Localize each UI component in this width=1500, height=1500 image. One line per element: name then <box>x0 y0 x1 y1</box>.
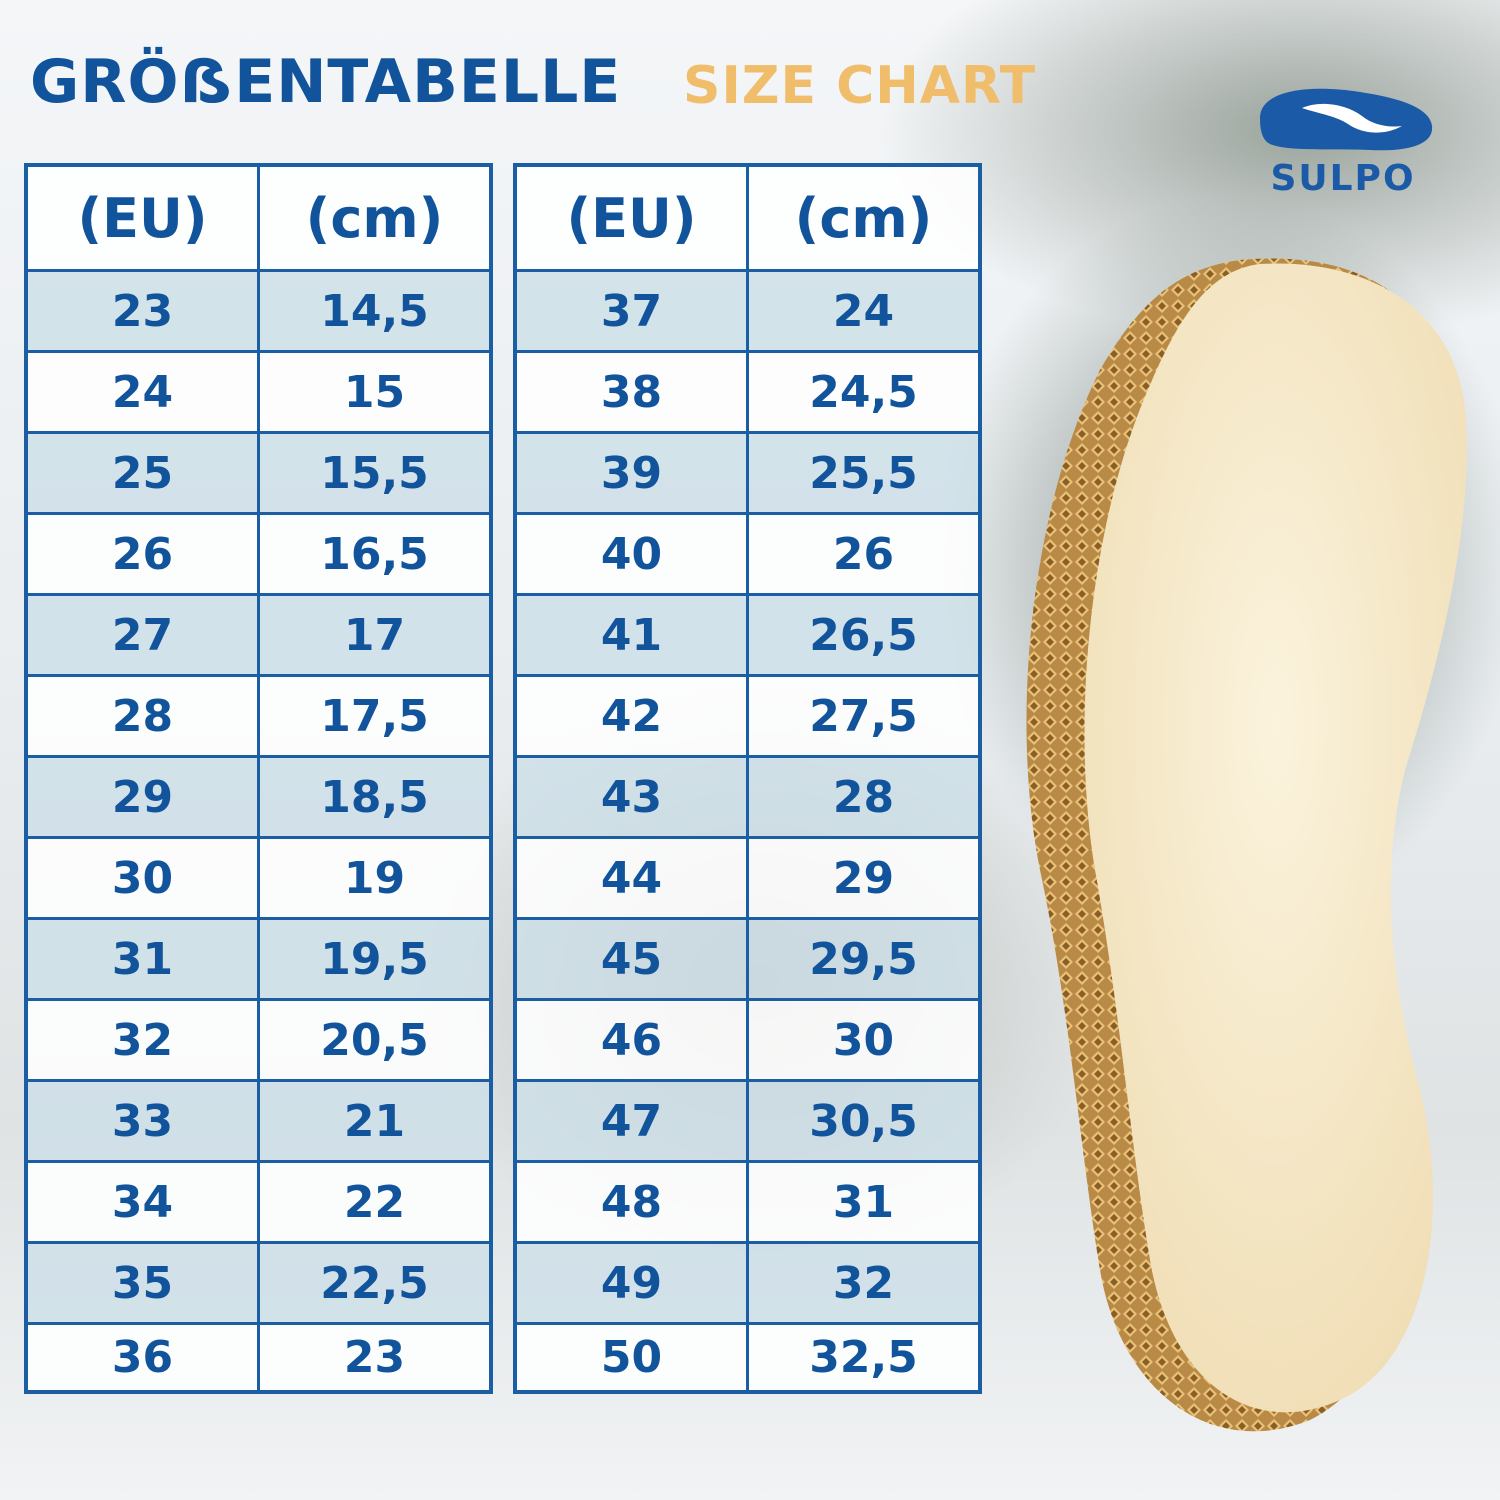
table-row: 47 30,5 <box>513 1079 982 1163</box>
table-row: 45 29,5 <box>513 917 982 1001</box>
table-row: 38 24,5 <box>513 350 982 434</box>
cm-length-cell: 25,5 <box>746 431 982 515</box>
cm-length-cell: 24,5 <box>746 350 982 434</box>
cm-length-cell: 26 <box>746 512 982 596</box>
eu-size-cell: 28 <box>24 674 260 758</box>
table-row: 25 15,5 <box>24 431 493 515</box>
eu-size-cell: 40 <box>513 512 749 596</box>
eu-size-cell: 36 <box>24 1322 260 1394</box>
eu-size-cell: 45 <box>513 917 749 1001</box>
wool-insole-image <box>1026 258 1467 1432</box>
title-english: SIZE CHART <box>683 56 1037 116</box>
table-row: 32 20,5 <box>24 998 493 1082</box>
table-row: 26 16,5 <box>24 512 493 596</box>
sulpo-logo-icon <box>1260 88 1433 151</box>
cm-length-cell: 23 <box>257 1322 493 1394</box>
header-eu: (EU) <box>24 163 260 272</box>
eu-size-cell: 30 <box>24 836 260 920</box>
cm-length-cell: 17,5 <box>257 674 493 758</box>
table-row: 28 17,5 <box>24 674 493 758</box>
size-table-left: (EU) (cm) 23 14,5 24 15 25 15,5 26 16,5 27 17 28 17… <box>24 163 493 1394</box>
eu-size-cell: 25 <box>24 431 260 515</box>
table-row: 46 30 <box>513 998 982 1082</box>
eu-size-cell: 27 <box>24 593 260 677</box>
eu-size-cell: 44 <box>513 836 749 920</box>
cm-length-cell: 27,5 <box>746 674 982 758</box>
table-row: 43 28 <box>513 755 982 839</box>
size-table-right: (EU) (cm) 37 24 38 24,5 39 25,5 40 26 41 26,5 42 27… <box>513 163 982 1394</box>
eu-size-cell: 32 <box>24 998 260 1082</box>
table-row: 24 15 <box>24 350 493 434</box>
cm-length-cell: 15 <box>257 350 493 434</box>
table-row: 39 25,5 <box>513 431 982 515</box>
table-row: 36 23 <box>24 1322 493 1394</box>
eu-size-cell: 29 <box>24 755 260 839</box>
table-row: 44 29 <box>513 836 982 920</box>
eu-size-cell: 47 <box>513 1079 749 1163</box>
eu-size-cell: 46 <box>513 998 749 1082</box>
eu-size-cell: 35 <box>24 1241 260 1325</box>
cm-length-cell: 32 <box>746 1241 982 1325</box>
header-eu: (EU) <box>513 163 749 272</box>
table-row: 33 21 <box>24 1079 493 1163</box>
eu-size-cell: 38 <box>513 350 749 434</box>
cm-length-cell: 19 <box>257 836 493 920</box>
cm-length-cell: 16,5 <box>257 512 493 596</box>
brand-name: SULPO <box>1270 158 1416 199</box>
table-row: 23 14,5 <box>24 269 493 353</box>
table-row: 42 27,5 <box>513 674 982 758</box>
header-cm: (cm) <box>257 163 493 272</box>
table-row: 29 18,5 <box>24 755 493 839</box>
eu-size-cell: 34 <box>24 1160 260 1244</box>
cm-length-cell: 21 <box>257 1079 493 1163</box>
cm-length-cell: 15,5 <box>257 431 493 515</box>
cm-length-cell: 18,5 <box>257 755 493 839</box>
title-german: GRÖẞENTABELLE <box>30 47 622 117</box>
table-row: 49 32 <box>513 1241 982 1325</box>
cm-length-cell: 22 <box>257 1160 493 1244</box>
eu-size-cell: 49 <box>513 1241 749 1325</box>
cm-length-cell: 17 <box>257 593 493 677</box>
cm-length-cell: 26,5 <box>746 593 982 677</box>
eu-size-cell: 23 <box>24 269 260 353</box>
cm-length-cell: 19,5 <box>257 917 493 1001</box>
table-row: 30 19 <box>24 836 493 920</box>
eu-size-cell: 41 <box>513 593 749 677</box>
eu-size-cell: 50 <box>513 1322 749 1394</box>
table-row: 31 19,5 <box>24 917 493 1001</box>
cm-length-cell: 28 <box>746 755 982 839</box>
cm-length-cell: 22,5 <box>257 1241 493 1325</box>
eu-size-cell: 26 <box>24 512 260 596</box>
cm-length-cell: 32,5 <box>746 1322 982 1394</box>
eu-size-cell: 42 <box>513 674 749 758</box>
cm-length-cell: 20,5 <box>257 998 493 1082</box>
eu-size-cell: 24 <box>24 350 260 434</box>
table-row: 48 31 <box>513 1160 982 1244</box>
eu-size-cell: 33 <box>24 1079 260 1163</box>
cm-length-cell: 14,5 <box>257 269 493 353</box>
eu-size-cell: 43 <box>513 755 749 839</box>
cm-length-cell: 29,5 <box>746 917 982 1001</box>
cm-length-cell: 24 <box>746 269 982 353</box>
table-row: 35 22,5 <box>24 1241 493 1325</box>
eu-size-cell: 48 <box>513 1160 749 1244</box>
eu-size-cell: 31 <box>24 917 260 1001</box>
cm-length-cell: 30,5 <box>746 1079 982 1163</box>
table-row: 34 22 <box>24 1160 493 1244</box>
table-row: 37 24 <box>513 269 982 353</box>
header-cm: (cm) <box>746 163 982 272</box>
eu-size-cell: 37 <box>513 269 749 353</box>
cm-length-cell: 30 <box>746 998 982 1082</box>
cm-length-cell: 31 <box>746 1160 982 1244</box>
cm-length-cell: 29 <box>746 836 982 920</box>
table-row: 41 26,5 <box>513 593 982 677</box>
eu-size-cell: 39 <box>513 431 749 515</box>
table-row: 40 26 <box>513 512 982 596</box>
table-row: 27 17 <box>24 593 493 677</box>
table-row: 50 32,5 <box>513 1322 982 1394</box>
